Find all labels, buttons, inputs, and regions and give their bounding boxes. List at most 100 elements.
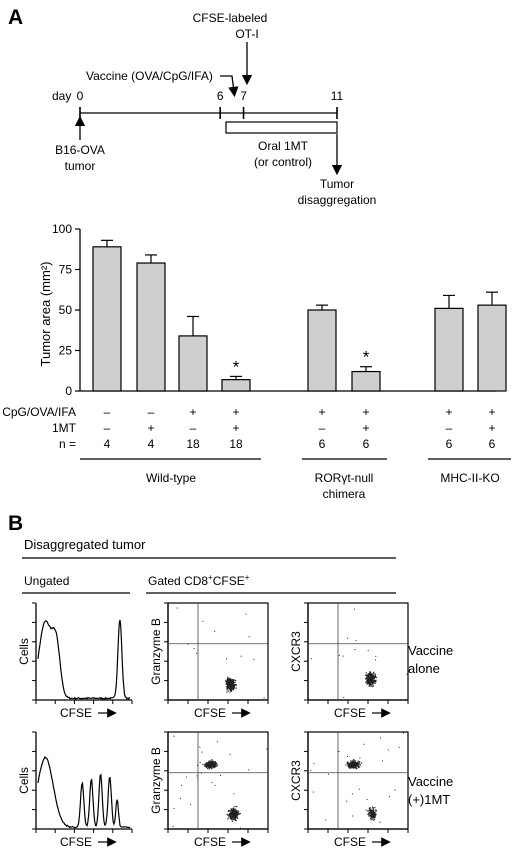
- gzmb-row2-dot: [210, 763, 212, 765]
- tumor-label-line2: tumor: [65, 159, 96, 173]
- cxcr3-row2-dot: [375, 814, 377, 816]
- cxcr3-row2-dot: [374, 813, 376, 815]
- gzmb-row1-dot: [227, 680, 229, 682]
- gzmb-row2-dot: [234, 817, 236, 819]
- gzmb-row2-dot: [211, 762, 214, 764]
- n-cell-2: 18: [186, 437, 200, 451]
- cxcr3-row2-dot: [368, 812, 370, 814]
- cxcr3-row2-dot: [369, 818, 372, 820]
- gzmb-row2-x-label: CFSE: [194, 835, 226, 849]
- cxcr3-row2-dot: [348, 765, 350, 767]
- gzmb-row1-dot: [248, 636, 250, 638]
- gzmb-row2-dot: [206, 762, 208, 764]
- day-label: day: [52, 89, 71, 103]
- gzmb-row2-dot: [212, 763, 215, 765]
- cxcr3-row1-dot: [365, 681, 367, 683]
- cxcr3-row2-dot: [325, 819, 327, 821]
- cxcr3-row2-dot: [350, 763, 352, 765]
- cxcr3-row2-dot: [353, 763, 355, 765]
- vaccine-arrow: [220, 75, 239, 98]
- cxcr3-row1-dot: [369, 676, 372, 678]
- cxcr3-row2-dot: [372, 813, 374, 815]
- gzmb-row1-dot: [229, 677, 231, 680]
- gzmb-row1-dot: [231, 687, 233, 689]
- cxcr3-row2-dot: [374, 815, 376, 817]
- cxcr3-row1-dot: [369, 684, 372, 686]
- gzmb-row1-dot: [229, 691, 231, 693]
- gzmb-row2-dot: [231, 818, 233, 821]
- gzmb-row2-dot: [230, 814, 232, 816]
- cxcr3-row2-dot: [349, 766, 352, 768]
- cxcr3-row2-dot: [356, 764, 358, 766]
- cxcr3-row2-dot: [338, 751, 340, 752]
- gzmb-row1-dot: [230, 679, 232, 681]
- row1-label-line1: Vaccine: [408, 643, 453, 658]
- gzmb-row2-dot: [233, 818, 235, 820]
- cxcr3-row2-dot: [394, 789, 396, 791]
- timeline: CFSE-labeled OT-I Vaccine (OVA/CpG/IFA) …: [52, 11, 376, 207]
- gzmb-row2-dot: [233, 813, 235, 815]
- cxcr3-row1-dot: [369, 682, 371, 685]
- cxcr3-row2-y-label: CXCR3: [289, 760, 303, 801]
- cxcr3-row2-dot: [365, 809, 367, 811]
- gzmb-row2-dot: [228, 810, 230, 812]
- gzmb-row1-dot: [234, 681, 236, 684]
- gzmb-row2-dot: [226, 813, 228, 816]
- cxcr3-row1-dot: [371, 678, 373, 680]
- gzmb-row1-y-label: Granzyme B: [149, 618, 163, 685]
- cxcr3-row2-dot: [353, 759, 355, 761]
- cxcr3-row2-dot: [388, 796, 390, 798]
- cxcr3-row2-dot: [363, 743, 365, 745]
- cxcr3-row2-dot: [380, 737, 382, 739]
- cxcr3-row2-dot: [348, 763, 351, 765]
- drug-cell-1: +: [147, 421, 154, 435]
- gzmb-row1-dot: [230, 689, 232, 692]
- gzmb-row1-dot: [187, 643, 189, 645]
- cxcr3-row2-dot: [352, 763, 354, 765]
- gzmb-row2-dot: [211, 767, 213, 769]
- gated-sup1: +: [208, 573, 213, 582]
- cxcr3-row2-dot: [347, 756, 348, 757]
- cxcr3-row1-dot: [370, 678, 372, 680]
- vaccine-cell-0: –: [104, 405, 111, 419]
- gzmb-row1-dot: [226, 681, 229, 683]
- cxcr3-row2-dot: [313, 763, 315, 765]
- gzmb-row1-dot: [225, 680, 227, 682]
- cxcr3-row2-dot: [370, 808, 372, 810]
- cxcr3-row2-dot: [369, 809, 371, 811]
- gzmb-row1-dot: [225, 681, 227, 683]
- cxcr3-row1-dot: [375, 679, 377, 681]
- cxcr3-row2-dot: [350, 765, 352, 767]
- disagg-label-line1: Tumor: [320, 177, 354, 191]
- timeline-tick-label-2: 7: [240, 89, 247, 103]
- gzmb-row1-dot: [225, 686, 228, 688]
- cxcr3-row2-dot: [371, 813, 373, 815]
- gated-prefix: Gated CD8: [148, 574, 208, 588]
- cxcr3-row2-dot: [371, 812, 373, 814]
- cxcr3-row1-dot: [366, 674, 368, 676]
- y-ticks: 0 25 50 75 100: [52, 222, 80, 398]
- cxcr3-row2-dot: [374, 811, 376, 813]
- gzmb-row1-dot: [231, 690, 233, 692]
- gzmb-row2-dot: [210, 760, 212, 762]
- gzmb-row2-y-label: Granzyme B: [149, 747, 163, 814]
- cxcr3-row1-dot: [372, 683, 374, 685]
- gzmb-row2-dot: [266, 748, 268, 750]
- gzmb-row2-dot: [173, 807, 175, 809]
- gzmb-row2-dot: [233, 807, 235, 809]
- cxcr3-row2-dot: [357, 765, 359, 767]
- cxcr3-row1-dot: [369, 681, 371, 684]
- gzmb-row2-dot: [229, 815, 232, 818]
- cfse-label-line1: CFSE-labeled: [193, 11, 268, 25]
- gzmb-row2-dot: [237, 814, 239, 816]
- condition-rows: CpG/OVA/IFA 1MT n = – – 4 – +4 + – 18 + +18 + – 6 + +6…: [2, 405, 495, 451]
- flow-cytometry-plots: CFSE Cells CFSE Granzyme B CFSE CXCR3 CFSE Cell…: [17, 602, 409, 849]
- oral-1mt-box: [225, 121, 338, 134]
- gzmb-row1-dot: [235, 680, 237, 682]
- cxcr3-row2-dot: [348, 767, 350, 769]
- bar-2: [178, 335, 208, 392]
- gzmb-row2-dot: [211, 765, 214, 768]
- gzmb-row1-x-label: CFSE: [194, 706, 226, 720]
- gzmb-row1-dot: [228, 685, 230, 687]
- gzmb-row1-dot: [233, 686, 235, 688]
